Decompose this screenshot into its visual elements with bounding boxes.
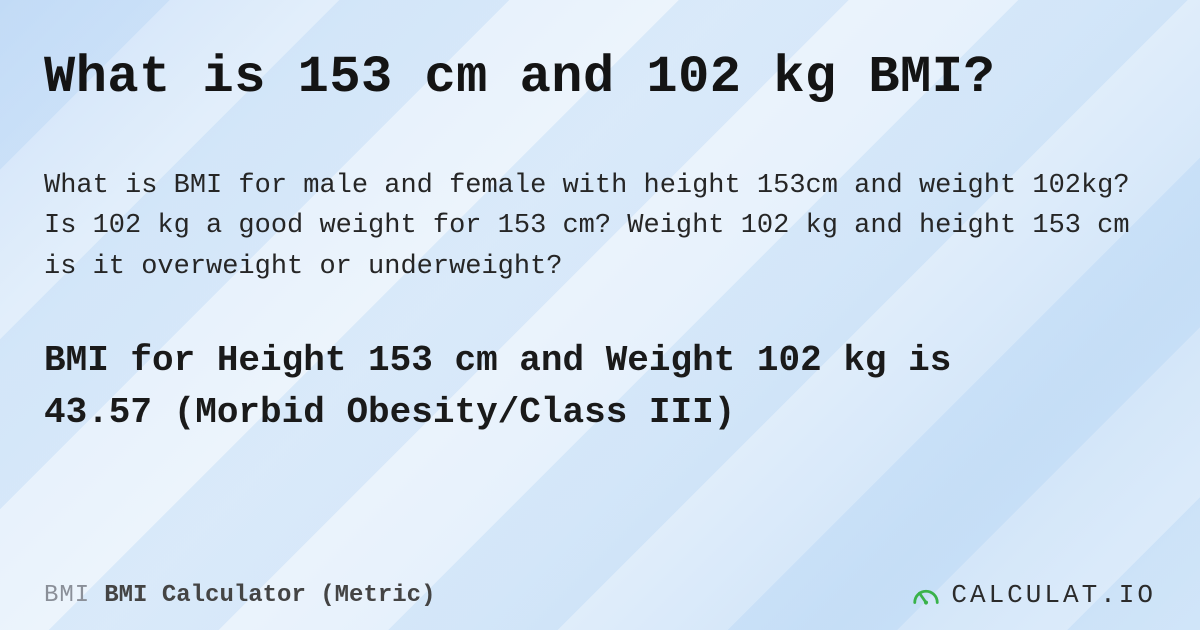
brand-text: CALCULAT.IO <box>951 580 1156 610</box>
footer: BMI BMI Calculator (Metric) CALCULAT.IO <box>0 560 1200 630</box>
bmi-badge: BMI <box>44 582 90 609</box>
footer-left: BMI BMI Calculator (Metric) <box>44 582 435 609</box>
content-area: What is 153 cm and 102 kg BMI? What is B… <box>0 0 1200 630</box>
page-title: What is 153 cm and 102 kg BMI? <box>44 48 1156 108</box>
page-description: What is BMI for male and female with hei… <box>44 166 1156 288</box>
bmi-calculator-label: BMI Calculator (Metric) <box>104 582 435 609</box>
bmi-result: BMI for Height 153 cm and Weight 102 kg … <box>44 335 1044 439</box>
brand-gauge-icon <box>911 580 941 610</box>
brand: CALCULAT.IO <box>911 580 1156 610</box>
